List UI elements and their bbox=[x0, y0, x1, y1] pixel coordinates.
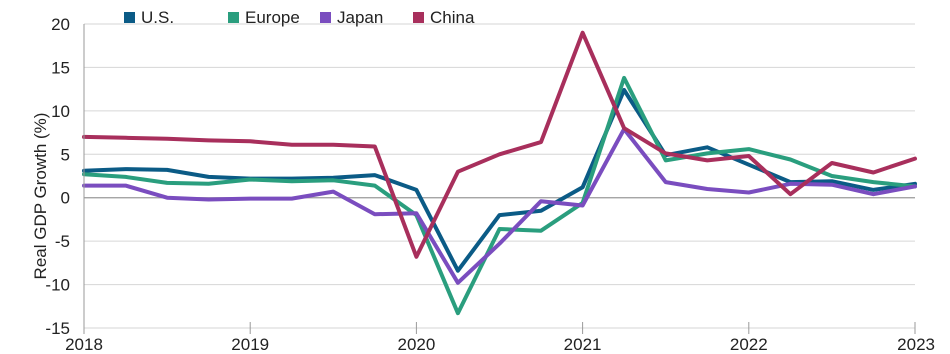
series-line-europe bbox=[82, 75, 917, 316]
x-tick-label: 2022 bbox=[730, 335, 768, 354]
y-axis-ticks: 20 15 10 5 0 -5 -10 -15 bbox=[45, 15, 70, 338]
legend-swatch bbox=[413, 12, 424, 23]
x-tick-label: 2023 bbox=[897, 335, 935, 354]
y-tick-label: 5 bbox=[61, 145, 70, 164]
y-tick-label: -10 bbox=[45, 276, 70, 295]
y-tick-label: 15 bbox=[51, 58, 70, 77]
series-line-china bbox=[82, 30, 917, 259]
legend-swatch bbox=[228, 12, 239, 23]
legend-label: Japan bbox=[337, 8, 383, 27]
y-axis-title: Real GDP Growth (%) bbox=[31, 113, 50, 280]
legend-label: U.S. bbox=[141, 8, 174, 27]
legend-label: Europe bbox=[245, 8, 300, 27]
x-tick-label: 2018 bbox=[65, 335, 103, 354]
x-tick-label: 2019 bbox=[231, 335, 269, 354]
y-tick-label: 10 bbox=[51, 102, 70, 121]
series-lines bbox=[82, 30, 917, 316]
legend-swatch bbox=[320, 12, 331, 23]
legend-swatch bbox=[124, 12, 135, 23]
x-axis-ticks: 2018 2019 2020 2021 2022 2023 bbox=[65, 24, 935, 354]
y-tick-label: -5 bbox=[55, 232, 70, 251]
x-tick-label: 2021 bbox=[564, 335, 602, 354]
x-tick-label: 2020 bbox=[397, 335, 435, 354]
legend-label: China bbox=[430, 8, 475, 27]
series-line-us bbox=[82, 88, 917, 273]
y-tick-label: 0 bbox=[61, 189, 70, 208]
series-line-japan bbox=[82, 127, 917, 285]
y-tick-label: 20 bbox=[51, 15, 70, 34]
legend: U.S. Europe Japan China bbox=[124, 8, 475, 27]
y-tick-label: -15 bbox=[45, 319, 70, 338]
